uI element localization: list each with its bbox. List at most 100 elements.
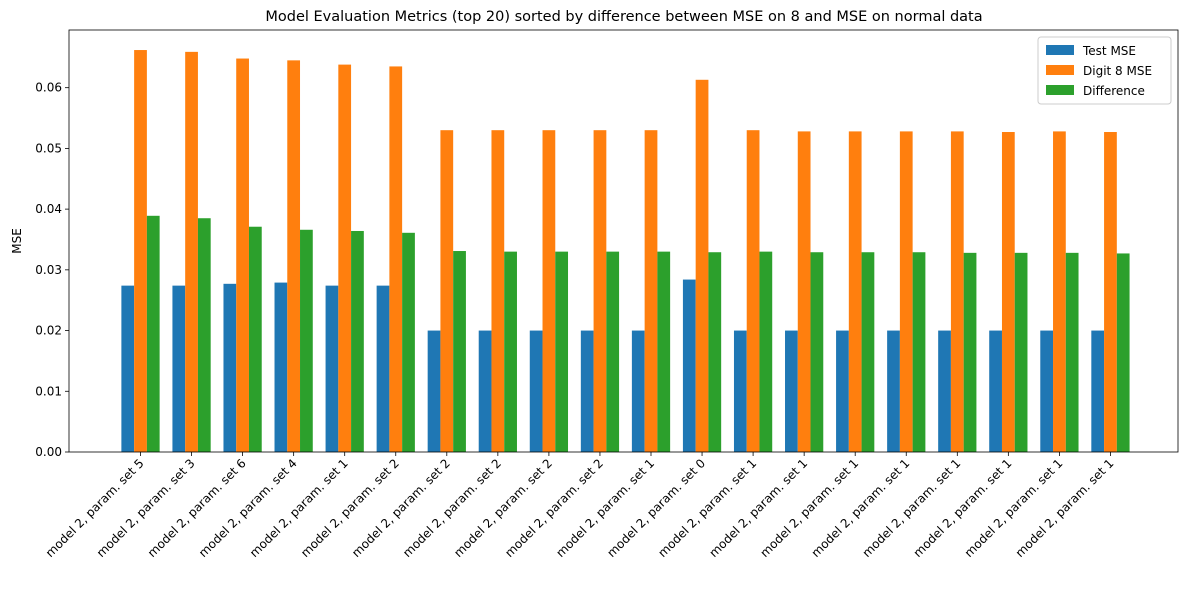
x-tick-label: model 2, param. set 2 bbox=[502, 456, 606, 560]
bar-difference-16 bbox=[963, 252, 977, 452]
x-tick-label: model 2, param. set 1 bbox=[1013, 456, 1117, 560]
x-tick-label: model 2, param. set 2 bbox=[451, 456, 555, 560]
bar-digit-8-mse-19 bbox=[1104, 132, 1117, 452]
bar-digit-8-mse-10 bbox=[644, 130, 658, 452]
y-tick-label: 0.03 bbox=[35, 263, 62, 277]
bars-group bbox=[121, 50, 1130, 453]
y-tick-label: 0.06 bbox=[35, 81, 62, 95]
legend-swatch-difference bbox=[1046, 85, 1074, 95]
x-tick-label: model 2, param. set 1 bbox=[962, 456, 1066, 560]
legend-swatch-test-mse bbox=[1046, 45, 1074, 55]
x-tick-label: model 2, param. set 6 bbox=[145, 456, 249, 560]
y-tick-label: 0.05 bbox=[35, 141, 62, 155]
bar-difference-7 bbox=[504, 251, 517, 452]
bar-digit-8-mse-0 bbox=[134, 50, 147, 452]
bar-digit-8-mse-5 bbox=[389, 66, 403, 453]
y-tick-label: 0.04 bbox=[35, 202, 62, 216]
x-tick-label: model 2, param. set 1 bbox=[553, 456, 657, 560]
bar-digit-8-mse-18 bbox=[1053, 131, 1066, 452]
bar-test-mse-6 bbox=[427, 330, 441, 452]
bar-test-mse-8 bbox=[529, 330, 543, 452]
bar-test-mse-13 bbox=[785, 330, 798, 452]
bar-difference-6 bbox=[453, 251, 466, 452]
bar-digit-8-mse-16 bbox=[950, 131, 964, 452]
bar-digit-8-mse-17 bbox=[1001, 132, 1015, 452]
bar-digit-8-mse-15 bbox=[899, 131, 913, 452]
bar-test-mse-5 bbox=[376, 285, 390, 452]
bar-test-mse-11 bbox=[682, 279, 696, 452]
bar-test-mse-4 bbox=[325, 285, 339, 452]
bar-difference-18 bbox=[1065, 252, 1079, 452]
x-tick-label: model 2, param. set 5 bbox=[43, 456, 147, 560]
bar-difference-3 bbox=[300, 229, 313, 452]
bar-difference-5 bbox=[402, 232, 415, 452]
x-tick-label: model 2, param. set 3 bbox=[94, 456, 198, 560]
x-tick-label: model 2, param. set 1 bbox=[809, 456, 913, 560]
bar-digit-8-mse-11 bbox=[695, 79, 709, 452]
chart-title: Model Evaluation Metrics (top 20) sorted… bbox=[265, 9, 982, 25]
bar-digit-8-mse-9 bbox=[593, 130, 607, 452]
bar-test-mse-18 bbox=[1040, 330, 1054, 452]
bar-test-mse-9 bbox=[580, 330, 594, 452]
bar-test-mse-15 bbox=[887, 330, 900, 452]
bar-test-mse-10 bbox=[631, 330, 645, 452]
legend-label-digit-8-mse: Digit 8 MSE bbox=[1083, 64, 1152, 78]
bar-test-mse-2 bbox=[223, 283, 237, 452]
x-tick-label: model 2, param. set 1 bbox=[860, 456, 964, 560]
bar-digit-8-mse-6 bbox=[440, 130, 454, 452]
bar-digit-8-mse-12 bbox=[746, 130, 760, 452]
legend-label-test-mse: Test MSE bbox=[1082, 44, 1136, 58]
bar-difference-8 bbox=[555, 251, 569, 452]
bar-difference-13 bbox=[810, 252, 824, 452]
bar-test-mse-1 bbox=[172, 285, 186, 452]
bar-difference-15 bbox=[912, 252, 926, 452]
y-tick-label: 0.00 bbox=[35, 445, 62, 459]
bar-digit-8-mse-7 bbox=[491, 130, 505, 452]
x-tick-label: model 2, param. set 2 bbox=[298, 456, 402, 560]
legend: Test MSE Digit 8 MSE Difference bbox=[1037, 36, 1172, 105]
bar-difference-11 bbox=[708, 252, 722, 452]
bar-test-mse-12 bbox=[733, 330, 747, 452]
legend-swatch-digit-8-mse bbox=[1046, 65, 1074, 75]
x-tick-label: model 2, param. set 1 bbox=[758, 456, 862, 560]
bar-digit-8-mse-2 bbox=[236, 58, 249, 452]
x-tick-label: model 2, param. set 1 bbox=[655, 456, 759, 560]
bar-test-mse-17 bbox=[989, 330, 1002, 452]
bar-digit-8-mse-3 bbox=[287, 60, 301, 453]
bar-difference-9 bbox=[606, 251, 620, 452]
legend-label-difference: Difference bbox=[1083, 84, 1145, 98]
bar-test-mse-7 bbox=[478, 330, 492, 452]
bar-difference-1 bbox=[197, 218, 211, 452]
x-tick-label: model 2, param. set 2 bbox=[400, 456, 504, 560]
x-tick-label: model 2, param. set 1 bbox=[911, 456, 1015, 560]
bar-test-mse-14 bbox=[836, 330, 849, 452]
bar-digit-8-mse-4 bbox=[338, 64, 352, 453]
plot-frame bbox=[68, 29, 1179, 453]
bar-difference-10 bbox=[657, 251, 671, 452]
bar-test-mse-16 bbox=[938, 330, 951, 452]
bar-digit-8-mse-14 bbox=[848, 131, 862, 452]
bar-difference-14 bbox=[861, 252, 875, 452]
x-tick-label: model 2, param. set 1 bbox=[706, 456, 810, 560]
y-tick-label: 0.02 bbox=[35, 324, 62, 338]
bar-difference-4 bbox=[351, 230, 364, 452]
bar-digit-8-mse-1 bbox=[185, 51, 198, 453]
x-tick-label: model 2, param. set 2 bbox=[349, 456, 453, 560]
x-tick-label: model 2, param. set 0 bbox=[604, 456, 708, 560]
bar-difference-17 bbox=[1014, 252, 1028, 452]
bar-digit-8-mse-13 bbox=[797, 131, 811, 452]
bar-difference-19 bbox=[1116, 253, 1130, 452]
x-tick-label: model 2, param. set 1 bbox=[247, 456, 351, 560]
y-axis-label: MSE bbox=[10, 228, 24, 254]
bar-test-mse-3 bbox=[274, 282, 288, 452]
bar-difference-12 bbox=[759, 251, 773, 452]
x-tick-label: model 2, param. set 4 bbox=[196, 456, 300, 560]
bar-digit-8-mse-8 bbox=[542, 130, 556, 452]
y-axis-ticks: 0.00 0.01 0.02 0.03 0.04 0.05 0.06 bbox=[35, 81, 69, 459]
bar-difference-2 bbox=[248, 226, 262, 452]
bar-test-mse-0 bbox=[121, 285, 135, 452]
y-tick-label: 0.01 bbox=[35, 384, 62, 398]
bar-difference-0 bbox=[146, 215, 160, 452]
